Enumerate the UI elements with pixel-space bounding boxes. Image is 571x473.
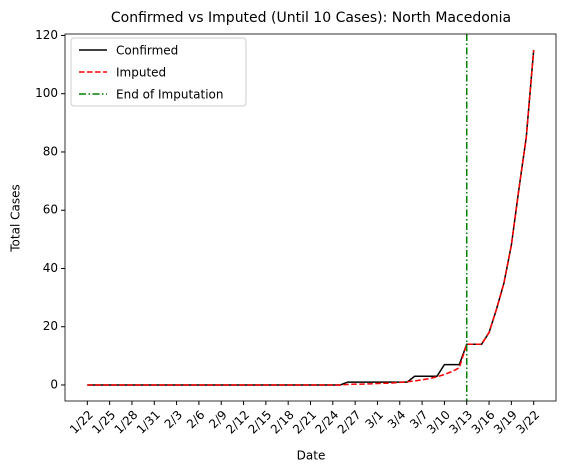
legend-label: Imputed bbox=[116, 66, 166, 80]
x-tick-label: 3/13 bbox=[446, 408, 475, 437]
y-tick-label: 120 bbox=[35, 28, 58, 42]
x-tick-label: 1/28 bbox=[112, 408, 141, 437]
x-tick-label: 2/3 bbox=[162, 408, 186, 432]
x-tick-label: 1/22 bbox=[67, 408, 96, 437]
chart-title: Confirmed vs Imputed (Until 10 Cases): N… bbox=[111, 10, 511, 26]
x-tick-label: 3/10 bbox=[424, 408, 453, 437]
x-tick-label: 2/21 bbox=[290, 408, 319, 437]
x-tick-label: 1/31 bbox=[134, 408, 163, 437]
y-tick-label: 0 bbox=[50, 377, 58, 391]
plot-frame bbox=[64, 33, 557, 402]
x-axis-label: Date bbox=[297, 449, 326, 463]
x-tick-label: 3/1 bbox=[362, 408, 386, 432]
x-tick-label: 2/18 bbox=[268, 408, 297, 437]
x-tick-label: 3/22 bbox=[513, 408, 542, 437]
y-tick-label: 40 bbox=[43, 261, 58, 275]
x-tick-label: 2/6 bbox=[184, 408, 208, 432]
x-tick-label: 2/27 bbox=[335, 408, 364, 437]
legend-label: Confirmed bbox=[116, 44, 178, 58]
x-tick-label: 1/25 bbox=[89, 408, 118, 437]
x-tick-label: 2/15 bbox=[246, 408, 275, 437]
x-tick-label: 3/19 bbox=[491, 408, 520, 437]
x-tick-label: 2/12 bbox=[223, 408, 252, 437]
legend-box bbox=[70, 37, 247, 107]
x-tick-label: 2/24 bbox=[312, 408, 341, 437]
y-tick-label: 20 bbox=[43, 319, 58, 333]
series-line bbox=[87, 49, 535, 386]
y-tick-label: 60 bbox=[43, 203, 58, 217]
y-tick-label: 80 bbox=[43, 144, 58, 158]
y-tick-label: 100 bbox=[35, 86, 58, 100]
x-tick-label: 3/16 bbox=[469, 408, 498, 437]
y-axis-label: Total Cases bbox=[9, 184, 23, 252]
legend-label: End of Imputation bbox=[116, 88, 224, 102]
x-tick-label: 3/4 bbox=[385, 408, 409, 432]
